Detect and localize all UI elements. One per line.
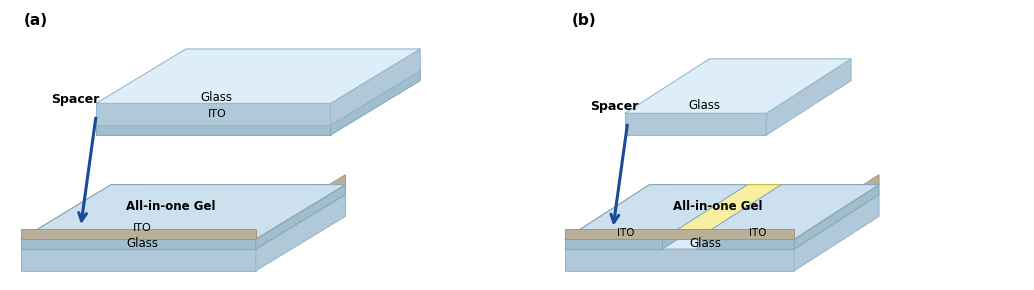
Polygon shape — [22, 185, 345, 239]
Text: All-in-one Gel: All-in-one Gel — [673, 200, 762, 213]
Polygon shape — [697, 239, 794, 249]
Polygon shape — [766, 59, 851, 135]
Polygon shape — [96, 104, 331, 125]
Polygon shape — [794, 195, 879, 271]
Polygon shape — [565, 185, 681, 239]
Polygon shape — [218, 185, 345, 239]
Polygon shape — [590, 185, 853, 239]
Text: Spacer: Spacer — [589, 100, 638, 113]
Text: Glass: Glass — [688, 99, 720, 112]
Text: ITO: ITO — [208, 109, 226, 119]
Text: Glass: Glass — [201, 91, 233, 104]
Polygon shape — [794, 185, 879, 249]
Text: ITO: ITO — [749, 228, 766, 238]
Polygon shape — [565, 229, 794, 239]
Polygon shape — [96, 125, 331, 135]
Polygon shape — [22, 249, 255, 271]
Polygon shape — [565, 195, 879, 249]
Polygon shape — [565, 239, 663, 249]
Text: All-in-one Gel: All-in-one Gel — [126, 200, 216, 213]
Text: ITO: ITO — [617, 228, 635, 238]
Polygon shape — [565, 185, 748, 239]
Polygon shape — [697, 185, 879, 239]
Polygon shape — [331, 71, 420, 135]
Polygon shape — [794, 175, 879, 239]
Polygon shape — [331, 49, 420, 125]
Polygon shape — [762, 185, 879, 239]
Polygon shape — [96, 49, 420, 104]
Polygon shape — [52, 185, 315, 239]
Polygon shape — [22, 229, 255, 239]
Text: (a): (a) — [24, 13, 48, 28]
Polygon shape — [565, 249, 794, 271]
Text: (b): (b) — [572, 13, 597, 28]
Polygon shape — [255, 175, 345, 239]
Polygon shape — [625, 59, 851, 113]
Polygon shape — [22, 195, 345, 249]
Text: ITO: ITO — [132, 223, 151, 233]
Text: Glass: Glass — [689, 237, 721, 250]
Polygon shape — [96, 71, 420, 125]
Polygon shape — [663, 185, 748, 249]
Polygon shape — [255, 185, 345, 249]
Text: Glass: Glass — [126, 237, 158, 250]
Polygon shape — [22, 185, 149, 239]
Text: Spacer: Spacer — [52, 93, 99, 106]
Polygon shape — [22, 239, 255, 249]
Polygon shape — [625, 113, 766, 135]
Polygon shape — [255, 195, 345, 271]
